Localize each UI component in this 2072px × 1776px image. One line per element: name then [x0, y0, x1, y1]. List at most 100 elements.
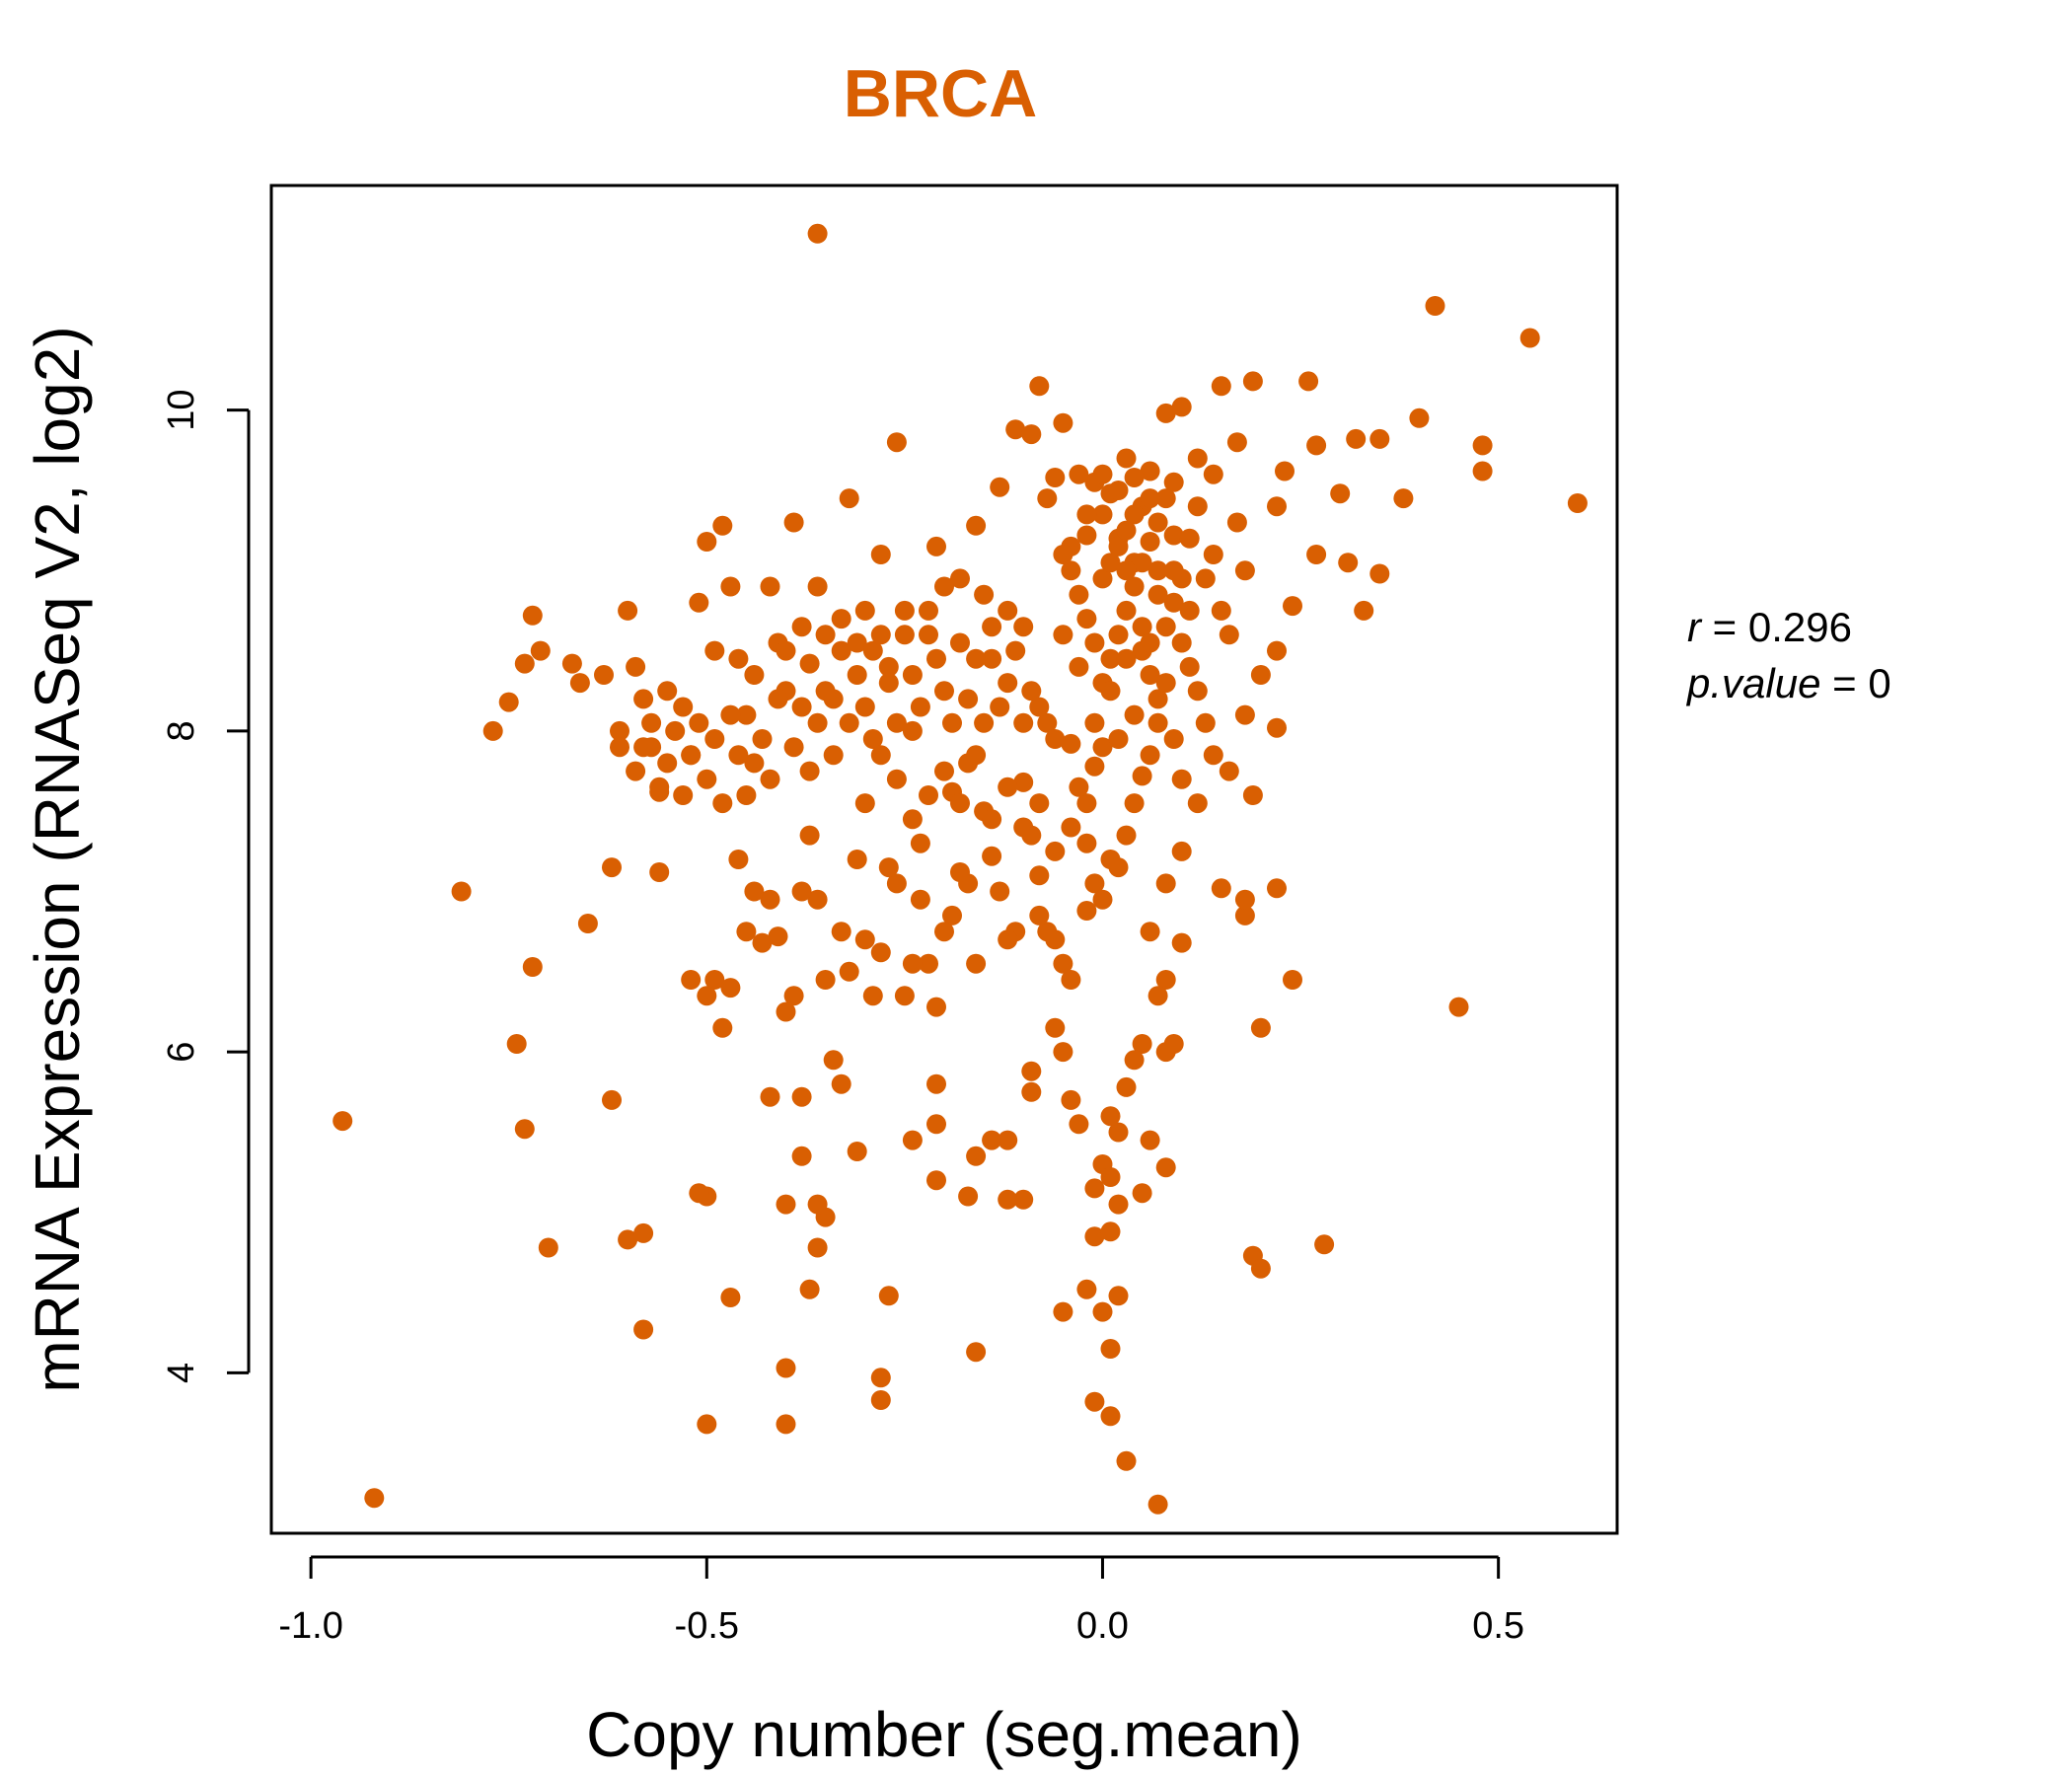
data-point — [1171, 932, 1192, 953]
data-point — [1171, 769, 1192, 789]
data-point — [1330, 483, 1351, 504]
data-point — [1076, 525, 1097, 546]
data-point — [919, 600, 938, 621]
data-point — [736, 704, 757, 725]
data-point — [1124, 1050, 1145, 1071]
x-tick-label: -1.0 — [278, 1605, 342, 1647]
data-point — [1140, 532, 1160, 552]
data-point — [902, 720, 923, 741]
data-point — [815, 970, 836, 990]
data-point — [1147, 689, 1168, 709]
data-point — [673, 697, 694, 717]
data-point — [1147, 560, 1168, 581]
data-point — [736, 922, 757, 942]
data-point — [1171, 841, 1192, 861]
data-point — [807, 889, 828, 910]
data-point — [1234, 704, 1255, 725]
data-point — [878, 1286, 899, 1306]
data-point — [783, 986, 804, 1006]
data-point — [689, 712, 709, 733]
data-point — [1084, 756, 1105, 777]
data-point — [1108, 536, 1129, 556]
data-point — [673, 785, 694, 805]
data-point — [1037, 488, 1058, 509]
data-point — [1147, 512, 1168, 533]
data-point — [681, 745, 702, 766]
data-point — [1242, 371, 1263, 392]
data-point — [1021, 1061, 1042, 1081]
data-point — [1179, 656, 1200, 677]
data-point — [1203, 464, 1223, 484]
data-point — [831, 922, 851, 942]
p-value: 0 — [1868, 660, 1890, 706]
data-point — [1219, 625, 1239, 645]
data-point — [689, 592, 709, 613]
data-point — [982, 617, 1002, 637]
data-point — [610, 720, 629, 741]
data-point — [1155, 970, 1176, 990]
data-point — [744, 665, 765, 685]
data-point — [1061, 817, 1081, 838]
data-point — [1021, 424, 1042, 445]
data-point — [919, 953, 938, 974]
data-point — [1005, 419, 1026, 440]
data-point — [1100, 1406, 1121, 1427]
data-point — [1084, 873, 1105, 894]
data-point — [1108, 1286, 1129, 1306]
data-point — [1314, 1234, 1335, 1255]
data-point — [1187, 448, 1208, 469]
data-point — [998, 600, 1018, 621]
data-point — [1108, 1122, 1129, 1143]
data-point — [998, 1130, 1018, 1150]
data-point — [926, 1073, 946, 1094]
data-point — [1076, 901, 1097, 921]
data-point — [910, 889, 930, 910]
data-point — [870, 625, 891, 645]
data-point — [641, 712, 662, 733]
data-point — [514, 1119, 535, 1140]
data-point — [1163, 729, 1184, 749]
data-point — [886, 712, 907, 733]
data-point — [1045, 729, 1066, 749]
data-point — [966, 515, 987, 536]
data-point — [823, 1050, 844, 1071]
data-point — [974, 712, 995, 733]
data-point — [982, 648, 1002, 669]
data-point — [966, 745, 987, 766]
data-point — [902, 809, 923, 830]
data-point — [1116, 448, 1137, 469]
data-point — [1147, 1494, 1168, 1515]
data-point — [1195, 568, 1216, 589]
data-point — [665, 720, 686, 741]
data-point — [1092, 889, 1113, 910]
data-point — [633, 1319, 654, 1340]
data-point — [1250, 1017, 1271, 1038]
data-point — [1029, 905, 1050, 925]
data-point — [870, 1368, 891, 1388]
data-point — [1267, 496, 1287, 517]
data-point — [1116, 1076, 1137, 1097]
data-point — [870, 745, 891, 766]
data-point — [847, 850, 867, 869]
data-point — [854, 600, 875, 621]
data-point — [1124, 793, 1145, 814]
chart-title: BRCA — [844, 56, 1037, 131]
y-tick-label: 6 — [161, 1042, 202, 1063]
data-point — [807, 712, 828, 733]
data-point — [1132, 1034, 1152, 1054]
data-point — [1069, 464, 1089, 484]
data-point — [768, 689, 788, 709]
p-key: p.value — [1685, 660, 1820, 706]
data-point — [1124, 504, 1145, 525]
data-point — [1242, 785, 1263, 805]
data-point — [902, 665, 923, 685]
data-point — [791, 697, 812, 717]
data-point — [886, 769, 907, 789]
data-point — [1163, 560, 1184, 581]
data-point — [1045, 1017, 1066, 1038]
data-point — [1393, 488, 1414, 509]
data-point — [1306, 545, 1327, 564]
data-point — [1155, 673, 1176, 694]
plot-frame — [269, 184, 1619, 1535]
data-point — [1092, 568, 1113, 589]
